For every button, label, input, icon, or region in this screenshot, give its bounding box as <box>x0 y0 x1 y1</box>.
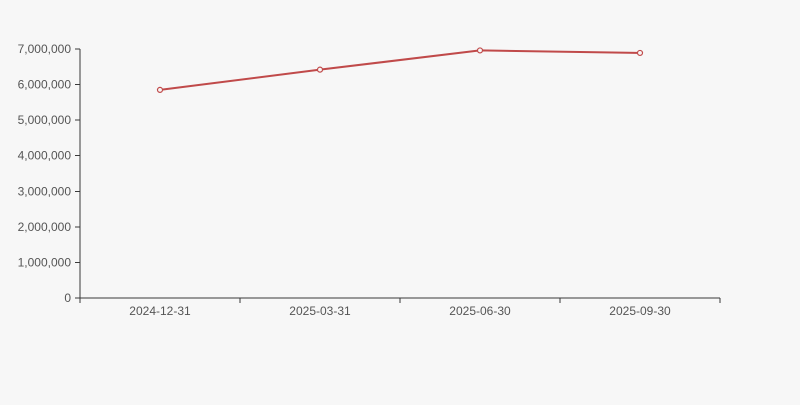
data-point-marker <box>316 66 324 73</box>
data-point-marker <box>156 86 164 94</box>
y-axis-tick-label: 0 <box>64 291 71 305</box>
data-point-marker <box>636 49 644 57</box>
y-axis-tick-label: 5,000,000 <box>18 113 72 127</box>
y-axis-tick-label: 7,000,000 <box>18 42 72 56</box>
x-axis-tick-label: 2025-03-31 <box>289 304 351 318</box>
x-axis-tick-label: 2024-12-31 <box>129 304 191 318</box>
y-axis-tick-label: 3,000,000 <box>18 184 72 198</box>
series-line <box>159 49 641 91</box>
x-axis-tick-label: 2025-09-30 <box>609 304 671 318</box>
y-axis-tick-label: 1,000,000 <box>18 255 72 269</box>
y-axis-tick-label: 4,000,000 <box>18 149 72 163</box>
data-point-marker <box>476 47 484 54</box>
y-axis-tick-label: 6,000,000 <box>18 78 72 92</box>
x-axis-tick-label: 2025-06-30 <box>449 304 511 318</box>
y-axis-tick-label: 2,000,000 <box>18 220 72 234</box>
